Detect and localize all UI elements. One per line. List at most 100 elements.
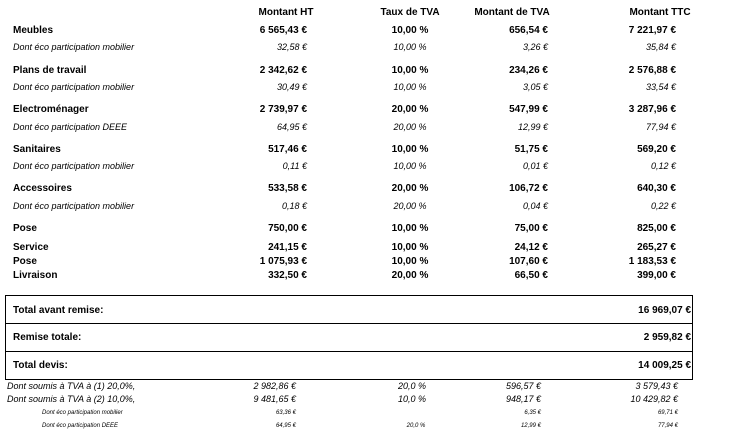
total-box: Remise totale: 2 959,82 €	[5, 324, 693, 352]
tva-summary-label: Dont soumis à TVA à (2) 10,0%,	[7, 394, 136, 404]
eco-ht: 64,95 €	[276, 122, 307, 132]
tva-summary-taux: 10,0 %	[397, 394, 427, 404]
service-taux: 20,00 %	[391, 270, 429, 281]
total-value: 16 969,07 €	[638, 305, 691, 316]
eco-ttc: 0,12 €	[650, 161, 676, 171]
eco-summary-ttc: 77,94 €	[657, 423, 678, 429]
eco-summary-ht: 64,95 €	[275, 423, 296, 429]
tva-summary-tva: 596,57 €	[505, 381, 541, 391]
eco-tva: 0,01 €	[522, 161, 548, 171]
section-ttc: 2 576,88 €	[628, 65, 676, 76]
tva-summary-ht: 9 481,65 €	[253, 394, 296, 404]
section-ttc: 3 287,96 €	[628, 104, 676, 115]
eco-label: Dont éco participation mobilier	[13, 161, 135, 171]
section-taux: 10,00 %	[391, 25, 429, 36]
eco-summary-ttc: 69,71 €	[657, 410, 678, 416]
eco-label: Dont éco participation mobilier	[13, 42, 135, 52]
tva-summary-ht: 2 982,86 €	[253, 381, 296, 391]
section-ht: 517,46 €	[268, 144, 307, 155]
eco-taux: 10,00 %	[393, 161, 427, 171]
eco-label: Dont éco participation mobilier	[13, 201, 135, 211]
service-tva: 24,12 €	[514, 242, 548, 253]
section-taux: 10,00 %	[391, 144, 429, 155]
section-label: Plans de travail	[13, 65, 87, 76]
tva-summary-label: Dont soumis à TVA à (1) 20,0%,	[7, 381, 136, 391]
service-taux: 10,00 %	[391, 242, 429, 253]
eco-summary-taux: 20,0 %	[406, 423, 426, 429]
tva-summary-ttc: 10 429,82 €	[630, 394, 678, 404]
eco-summary-label: Dont éco participation mobilier	[42, 410, 123, 416]
total-box: Total avant remise: 16 969,07 €	[5, 295, 693, 324]
total-value: 14 009,25 €	[638, 360, 691, 371]
service-label: Service	[13, 242, 49, 253]
service-ttc: 1 183,53 €	[628, 256, 676, 267]
total-label: Total devis:	[13, 360, 68, 371]
section-ttc: 569,20 €	[637, 144, 676, 155]
section-tva: 51,75 €	[514, 144, 548, 155]
eco-taux: 20,00 %	[393, 122, 427, 132]
section-label: Sanitaires	[13, 144, 61, 155]
section-taux: 20,00 %	[391, 183, 429, 194]
header-montant-tva: Montant de TVA	[474, 7, 550, 18]
service-taux: 10,00 %	[391, 223, 429, 234]
eco-ht: 0,18 €	[281, 201, 307, 211]
tva-summary-ttc: 3 579,43 €	[635, 381, 678, 391]
header-montant-ht: Montant HT	[258, 7, 314, 18]
section-label: Electroménager	[13, 104, 89, 115]
service-ttc: 265,27 €	[637, 242, 676, 253]
eco-ttc: 33,54 €	[645, 82, 676, 92]
section-tva: 106,72 €	[509, 183, 548, 194]
service-ht: 1 075,93 €	[259, 256, 307, 267]
eco-taux: 10,00 %	[393, 42, 427, 52]
eco-label: Dont éco participation mobilier	[13, 82, 135, 92]
eco-summary-tva: 6,35 €	[524, 410, 541, 416]
section-ht: 6 565,43 €	[259, 25, 307, 36]
header-montant-ttc: Montant TTC	[629, 7, 691, 18]
eco-taux: 20,00 %	[393, 201, 427, 211]
header-taux-tva: Taux de TVA	[380, 7, 440, 18]
service-ht: 332,50 €	[268, 270, 307, 281]
eco-label: Dont éco participation DEEE	[13, 122, 128, 132]
eco-tva: 0,04 €	[522, 201, 548, 211]
eco-tva: 12,99 €	[517, 122, 548, 132]
service-ht: 750,00 €	[268, 223, 307, 234]
eco-tva: 3,26 €	[522, 42, 548, 52]
eco-ht: 30,49 €	[276, 82, 307, 92]
eco-summary-label: Dont éco participation DEEE	[42, 423, 119, 429]
service-ttc: 399,00 €	[637, 270, 676, 281]
section-tva: 547,99 €	[509, 104, 548, 115]
total-value: 2 959,82 €	[643, 332, 691, 343]
tva-summary-taux: 20,0 %	[397, 381, 427, 391]
section-tva: 656,54 €	[509, 25, 548, 36]
total-box: Total devis: 14 009,25 €	[5, 352, 693, 380]
section-ttc: 7 221,97 €	[628, 25, 676, 36]
service-tva: 107,60 €	[509, 256, 548, 267]
eco-ht: 0,11 €	[282, 161, 307, 171]
service-label: Pose	[13, 256, 37, 267]
service-label: Livraison	[13, 270, 58, 281]
section-tva: 234,26 €	[509, 65, 548, 76]
section-label: Accessoires	[13, 183, 72, 194]
section-ht: 2 342,62 €	[259, 65, 307, 76]
eco-ttc: 77,94 €	[645, 122, 676, 132]
section-ttc: 640,30 €	[637, 183, 676, 194]
eco-ttc: 35,84 €	[645, 42, 676, 52]
service-tva: 75,00 €	[514, 223, 548, 234]
section-taux: 10,00 %	[391, 65, 429, 76]
eco-taux: 10,00 %	[393, 82, 427, 92]
service-ttc: 825,00 €	[637, 223, 676, 234]
total-label: Total avant remise:	[13, 305, 104, 316]
service-taux: 10,00 %	[391, 256, 429, 267]
section-ht: 2 739,97 €	[259, 104, 307, 115]
service-ht: 241,15 €	[268, 242, 307, 253]
eco-tva: 3,05 €	[522, 82, 548, 92]
eco-ttc: 0,22 €	[650, 201, 676, 211]
section-label: Meubles	[13, 25, 54, 36]
total-label: Remise totale:	[13, 332, 82, 343]
service-label: Pose	[13, 223, 37, 234]
eco-ht: 32,58 €	[276, 42, 307, 52]
section-taux: 20,00 %	[391, 104, 429, 115]
service-tva: 66,50 €	[514, 270, 548, 281]
eco-summary-tva: 12,99 €	[520, 423, 541, 429]
tva-summary-tva: 948,17 €	[505, 394, 541, 404]
